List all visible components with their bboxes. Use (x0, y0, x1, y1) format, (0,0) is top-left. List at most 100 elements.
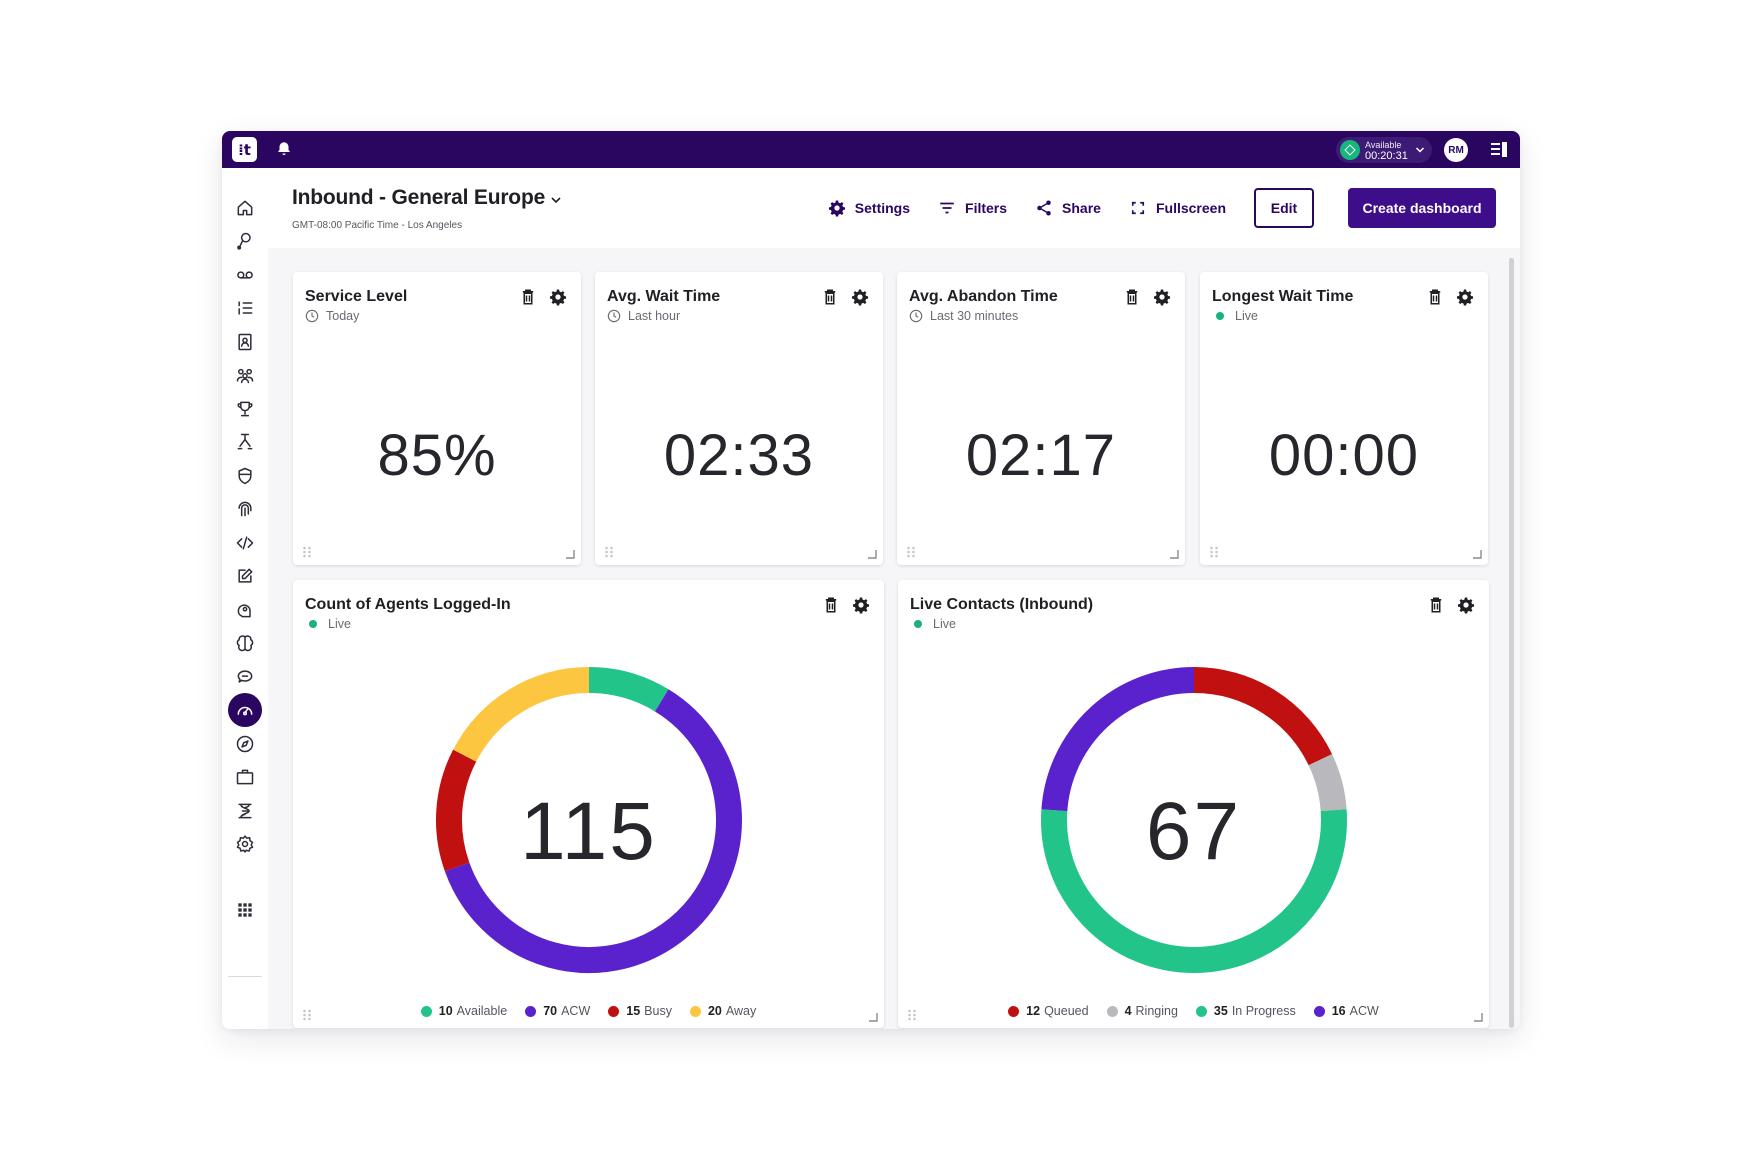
nav-dashboards[interactable] (228, 693, 262, 727)
nav-contacts[interactable] (228, 325, 262, 359)
drag-handle-icon[interactable] (1209, 546, 1219, 558)
widget-service-level: Service Level Today 85% (293, 272, 581, 565)
edit-button[interactable]: Edit (1254, 188, 1314, 228)
legend-swatch (1008, 1005, 1020, 1017)
scrollbar[interactable] (1509, 258, 1514, 1028)
resize-handle-icon[interactable] (565, 549, 575, 559)
delete-icon[interactable] (1427, 596, 1445, 614)
sidebar-divider (228, 976, 262, 977)
side-panel-toggle-icon[interactable] (1490, 141, 1508, 158)
live-indicator (1216, 312, 1224, 320)
donut-segment-in-progress[interactable] (1040, 809, 1347, 973)
delete-icon[interactable] (1426, 288, 1444, 306)
chart-legend: 10 Available 70 ACW 15 Busy 20 Away (293, 1004, 884, 1018)
resize-handle-icon[interactable] (1472, 549, 1482, 559)
drag-handle-icon[interactable] (302, 546, 312, 558)
delete-icon[interactable] (519, 288, 537, 306)
drag-handle-icon[interactable] (604, 546, 614, 558)
gear-icon[interactable] (852, 596, 870, 614)
donut-chart (435, 667, 742, 973)
nav-achievements[interactable] (228, 392, 262, 426)
nav-developer[interactable] (228, 526, 262, 560)
legend-item-away[interactable]: 20 Away (689, 1004, 756, 1018)
nav-voicemail[interactable] (228, 258, 262, 292)
legend-item-ringing[interactable]: 4 Ringing (1106, 1004, 1178, 1018)
nav-workspace[interactable] (228, 760, 262, 794)
settings-icon (236, 835, 254, 853)
legend-label: Queued (1044, 1004, 1089, 1018)
dashboard-selector[interactable]: Inbound - General Europe (292, 186, 562, 210)
donut-segment-acw[interactable] (1040, 667, 1194, 812)
nav-flows[interactable] (228, 425, 262, 459)
filter-icon (940, 202, 954, 214)
donut-segment-away[interactable] (452, 667, 589, 762)
legend-item-queued[interactable]: 12 Queued (1008, 1004, 1089, 1018)
resize-handle-icon[interactable] (1169, 549, 1179, 559)
donut-segment-available[interactable] (588, 667, 668, 712)
legend-swatch (1106, 1005, 1118, 1017)
gear-icon[interactable] (851, 288, 869, 306)
delete-icon[interactable] (1123, 288, 1141, 306)
nav-settings[interactable] (228, 827, 262, 861)
nav-ai[interactable] (228, 593, 262, 627)
drag-handle-icon[interactable] (906, 546, 916, 558)
nav-teams[interactable] (228, 358, 262, 392)
gear-icon[interactable] (1456, 288, 1474, 306)
gear-icon[interactable] (549, 288, 567, 306)
chart-legend: 12 Queued 4 Ringing 35 In Progress 16 ACW (898, 1004, 1489, 1018)
widget-period: Live (305, 617, 351, 631)
nav-conversations[interactable] (228, 660, 262, 694)
widget-title: Longest Wait Time (1212, 288, 1354, 305)
legend-item-available[interactable]: 10 Available (420, 1004, 507, 1018)
gear-icon[interactable] (1153, 288, 1171, 306)
fullscreen-button[interactable]: Fullscreen (1129, 199, 1226, 217)
dashboard-icon (237, 706, 253, 716)
share-icon (1037, 200, 1051, 216)
nav-security[interactable] (228, 459, 262, 493)
widget-tools (1414, 288, 1474, 306)
widget-period-label: Live (1235, 309, 1258, 323)
nav-apps[interactable] (228, 893, 262, 927)
app-logo[interactable]: ⁞t (232, 137, 257, 162)
fingerprint-icon (238, 501, 252, 517)
nav-genetics[interactable] (228, 794, 262, 828)
nav-lists[interactable] (228, 291, 262, 325)
donut-segment-ringing[interactable] (1307, 754, 1347, 812)
journey-icon (237, 232, 251, 250)
share-button[interactable]: Share (1035, 199, 1101, 217)
legend-item-acw[interactable]: 16 ACW (1313, 1004, 1379, 1018)
user-avatar[interactable]: RM (1444, 138, 1468, 162)
donut-chart-container (293, 660, 884, 980)
resize-handle-icon[interactable] (868, 1012, 878, 1022)
nav-biometrics[interactable] (228, 492, 262, 526)
filters-button[interactable]: Filters (938, 199, 1007, 217)
drag-handle-icon[interactable] (302, 1009, 312, 1021)
dna-icon (238, 803, 252, 819)
create-dashboard-button[interactable]: Create dashboard (1348, 188, 1496, 228)
nav-home[interactable] (228, 191, 262, 225)
donut-segment-queued[interactable] (1193, 667, 1332, 766)
legend-item-busy[interactable]: 15 Busy (608, 1004, 672, 1018)
chevron-down-icon (551, 196, 561, 203)
donut-segment-acw[interactable] (444, 689, 742, 973)
drag-handle-icon[interactable] (907, 1009, 917, 1021)
legend-item-in-progress[interactable]: 35 In Progress (1195, 1004, 1296, 1018)
nav-explore[interactable] (228, 727, 262, 761)
legend-item-acw[interactable]: 70 ACW (525, 1004, 590, 1018)
gear-icon[interactable] (1457, 596, 1475, 614)
widget-period-label: Last 30 minutes (930, 309, 1019, 323)
nav-journeys[interactable] (228, 224, 262, 258)
nav-intelligence[interactable] (228, 626, 262, 660)
nav-editor[interactable] (228, 559, 262, 593)
resize-handle-icon[interactable] (1473, 1012, 1483, 1022)
agent-status-selector[interactable]: Available 00:20:31 (1336, 137, 1432, 163)
delete-icon[interactable] (822, 596, 840, 614)
widget-title: Live Contacts (Inbound) (910, 596, 1094, 613)
settings-button[interactable]: Settings (828, 199, 910, 217)
ai-icon (237, 604, 251, 618)
bell-icon[interactable] (275, 140, 293, 158)
resize-handle-icon[interactable] (867, 549, 877, 559)
delete-icon[interactable] (821, 288, 839, 306)
compass-icon (236, 735, 254, 753)
donut-segment-busy[interactable] (435, 749, 476, 872)
